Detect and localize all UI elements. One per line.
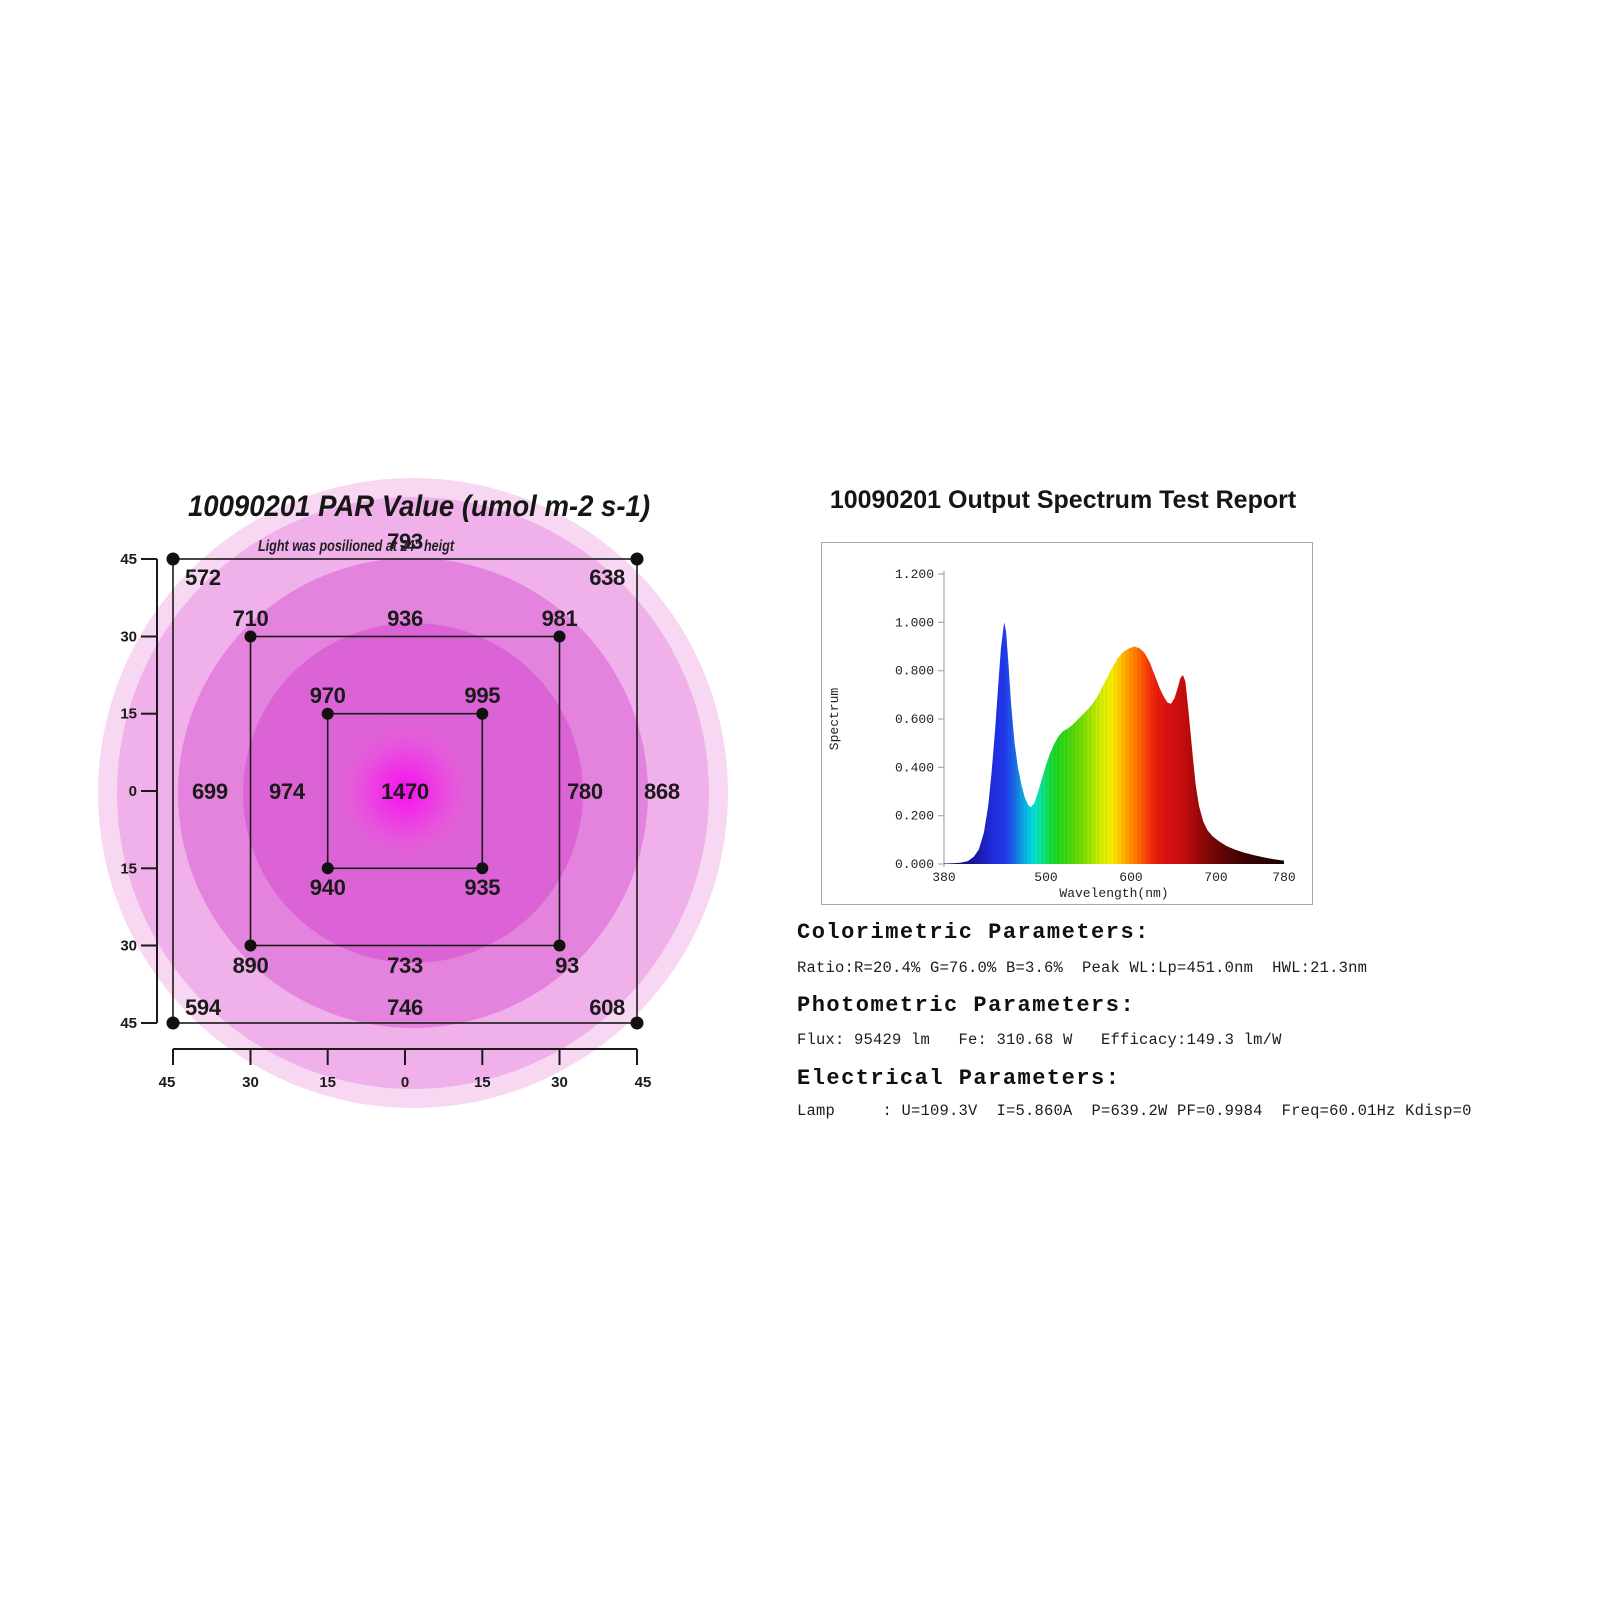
measurement-dot [321, 862, 334, 875]
spectrum-curve-stripes [944, 622, 1284, 864]
par-x-axis: 45 30 15 0 15 30 45 [159, 1048, 652, 1091]
par-value: 935 [464, 875, 500, 900]
x-tick-label: 500 [1034, 870, 1057, 885]
y-tick-label: 0.200 [895, 809, 934, 824]
spectrum-y-axis [938, 571, 945, 867]
spectrum-title: 10090201 Output Spectrum Test Report [829, 486, 1297, 514]
x-tick-label: 45 [635, 1074, 652, 1091]
par-value-panel: 10090201 PAR Value (umol m-2 s-1) Light … [55, 443, 755, 1143]
par-value: 793 [387, 529, 423, 554]
y-tick-label: 0.400 [895, 760, 934, 775]
spectrum-chart-box: 1.200 1.000 0.800 0.600 0.400 0.200 0.00… [821, 542, 1313, 905]
x-tick-label: 380 [932, 870, 955, 885]
x-tick-label: 30 [551, 1074, 568, 1091]
par-subtitle: Light was posilioned at 24" heigt [258, 538, 455, 555]
inner-measure-square [326, 712, 484, 870]
spectrum-y-axis-label: Spectrum [827, 688, 842, 751]
x-tick-label: 0 [401, 1074, 409, 1091]
colorimetric-values: Ratio:R=20.4% G=76.0% B=3.6% Peak WL:Lp=… [797, 959, 1368, 977]
measurement-dots [166, 552, 644, 1030]
y-tick-label: 1.000 [895, 615, 934, 630]
par-value: 733 [387, 953, 423, 978]
par-value: 594 [185, 995, 222, 1020]
center-glow [325, 711, 485, 871]
spectrum-x-tick-labels: 380 500 600 700 780 [932, 870, 1295, 885]
par-value: 638 [589, 565, 625, 590]
x-tick-label: 700 [1204, 870, 1227, 885]
spectrum-report-panel: 10090201 Output Spectrum Test Report 1.2… [795, 480, 1495, 1160]
par-y-axis: 45 30 15 0 15 30 45 [120, 551, 158, 1032]
electrical-values: Lamp : U=109.3V I=5.860A P=639.2W PF=0.9… [797, 1102, 1472, 1120]
x-tick-label: 15 [474, 1074, 491, 1091]
outer-measure-square [172, 558, 638, 1024]
x-tick-label: 780 [1272, 870, 1295, 885]
measurement-dot [553, 630, 566, 643]
par-diagram: 10090201 PAR Value (umol m-2 s-1) Light … [98, 478, 728, 1108]
par-value: 936 [387, 606, 423, 631]
spectrum-y-tick-labels: 1.200 1.000 0.800 0.600 0.400 0.200 0.00… [895, 567, 934, 872]
measurement-dot [476, 862, 489, 875]
par-value: 868 [644, 779, 680, 804]
par-value-center: 1470 [381, 779, 429, 804]
par-value-labels: 793 572 638 710 936 981 970 995 699 974 … [185, 529, 680, 1020]
y-tick-label: 0.600 [895, 712, 934, 727]
y-tick-label: 0 [129, 783, 137, 800]
y-tick-label: 30 [120, 629, 137, 646]
y-tick-label: 0.800 [895, 664, 934, 679]
par-value: 890 [233, 953, 269, 978]
y-tick-label: 15 [120, 706, 137, 723]
par-value: 572 [185, 565, 221, 590]
measurement-dot [553, 939, 566, 952]
y-tick-label: 30 [120, 938, 137, 955]
par-value: 780 [567, 779, 603, 804]
par-value: 995 [464, 683, 500, 708]
colorimetric-heading: Colorimetric Parameters: [797, 920, 1150, 945]
par-value: 710 [233, 606, 269, 631]
par-value: 970 [310, 683, 346, 708]
measurement-dot [166, 552, 180, 566]
x-tick-label: 15 [319, 1074, 336, 1091]
measurement-dot [244, 630, 257, 643]
electrical-heading: Electrical Parameters: [797, 1066, 1121, 1091]
measurement-dot [166, 1016, 180, 1030]
measurement-dot [244, 939, 257, 952]
y-tick-label: 15 [120, 860, 137, 877]
x-tick-label: 30 [242, 1074, 259, 1091]
y-tick-label: 45 [120, 551, 137, 568]
photometric-values: Flux: 95429 lm Fe: 310.68 W Efficacy:149… [797, 1031, 1282, 1049]
par-value: 93 [555, 953, 579, 978]
spectrum-x-axis-label: Wavelength(nm) [1059, 886, 1168, 901]
measurement-dot [630, 1016, 644, 1030]
par-title: 10090201 PAR Value (umol m-2 s-1) [188, 490, 650, 523]
y-tick-label: 0.000 [895, 857, 934, 872]
par-value: 981 [542, 606, 578, 631]
par-value: 746 [387, 995, 423, 1020]
x-tick-label: 45 [159, 1074, 176, 1091]
x-tick-label: 600 [1119, 870, 1142, 885]
middle-measure-square [249, 635, 561, 947]
par-value: 699 [192, 779, 228, 804]
spectrum-chart: 1.200 1.000 0.800 0.600 0.400 0.200 0.00… [827, 567, 1296, 901]
par-value: 608 [589, 995, 625, 1020]
par-value: 940 [310, 875, 346, 900]
measurement-dot [630, 552, 644, 566]
y-tick-label: 45 [120, 1015, 137, 1032]
measurement-dot [321, 707, 334, 720]
par-value: 974 [269, 779, 306, 804]
y-tick-label: 1.200 [895, 567, 934, 582]
measurement-dot [476, 707, 489, 720]
photometric-heading: Photometric Parameters: [797, 993, 1136, 1018]
